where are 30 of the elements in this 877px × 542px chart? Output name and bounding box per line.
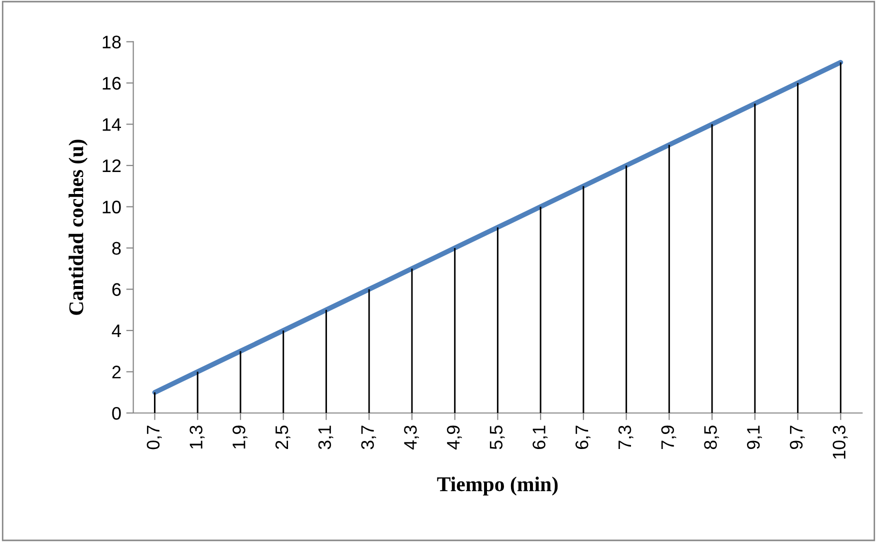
x-tick-label: 2,5: [275, 426, 290, 449]
x-tick-label: 3,1: [318, 426, 334, 450]
y-tick-label: 14: [102, 118, 121, 131]
x-axis-title: Tiempo (min): [437, 476, 558, 496]
x-tick-label: 7,3: [618, 426, 634, 449]
y-axis-title: Cantidad coches (u): [68, 140, 88, 315]
x-tick-label: 1,9: [232, 426, 248, 449]
x-tick-label: 5,5: [490, 426, 505, 450]
x-tick-label: 6,1: [532, 426, 548, 449]
y-tick-label: 0: [112, 406, 121, 420]
x-tick-label: 4,9: [446, 426, 462, 450]
y-tick-label: 2: [112, 366, 121, 378]
x-tick-label: 3,7: [361, 426, 376, 450]
x-tick-label: 9,1: [746, 426, 762, 450]
y-tick-label: 12: [102, 159, 121, 172]
y-tick-label: 18: [102, 36, 121, 48]
y-tick-label: 8: [112, 242, 121, 255]
x-tick-label: 9,7: [790, 426, 805, 450]
x-tick-label: 0,7: [146, 426, 162, 450]
x-tick-label: 10,3: [832, 426, 848, 459]
x-tick-label: 8,5: [704, 426, 720, 450]
y-tick-label: 10: [102, 200, 121, 214]
y-tick-label: 4: [112, 324, 121, 338]
x-tick-label: 6,7: [576, 426, 590, 449]
x-tick-label: 4,3: [404, 426, 419, 450]
x-tick-label: 7,9: [661, 426, 676, 449]
line-series: [152, 60, 844, 395]
y-tick-label: 6: [112, 283, 121, 296]
x-tick-label: 1,3: [190, 426, 205, 449]
y-tick-label: 16: [102, 76, 121, 90]
